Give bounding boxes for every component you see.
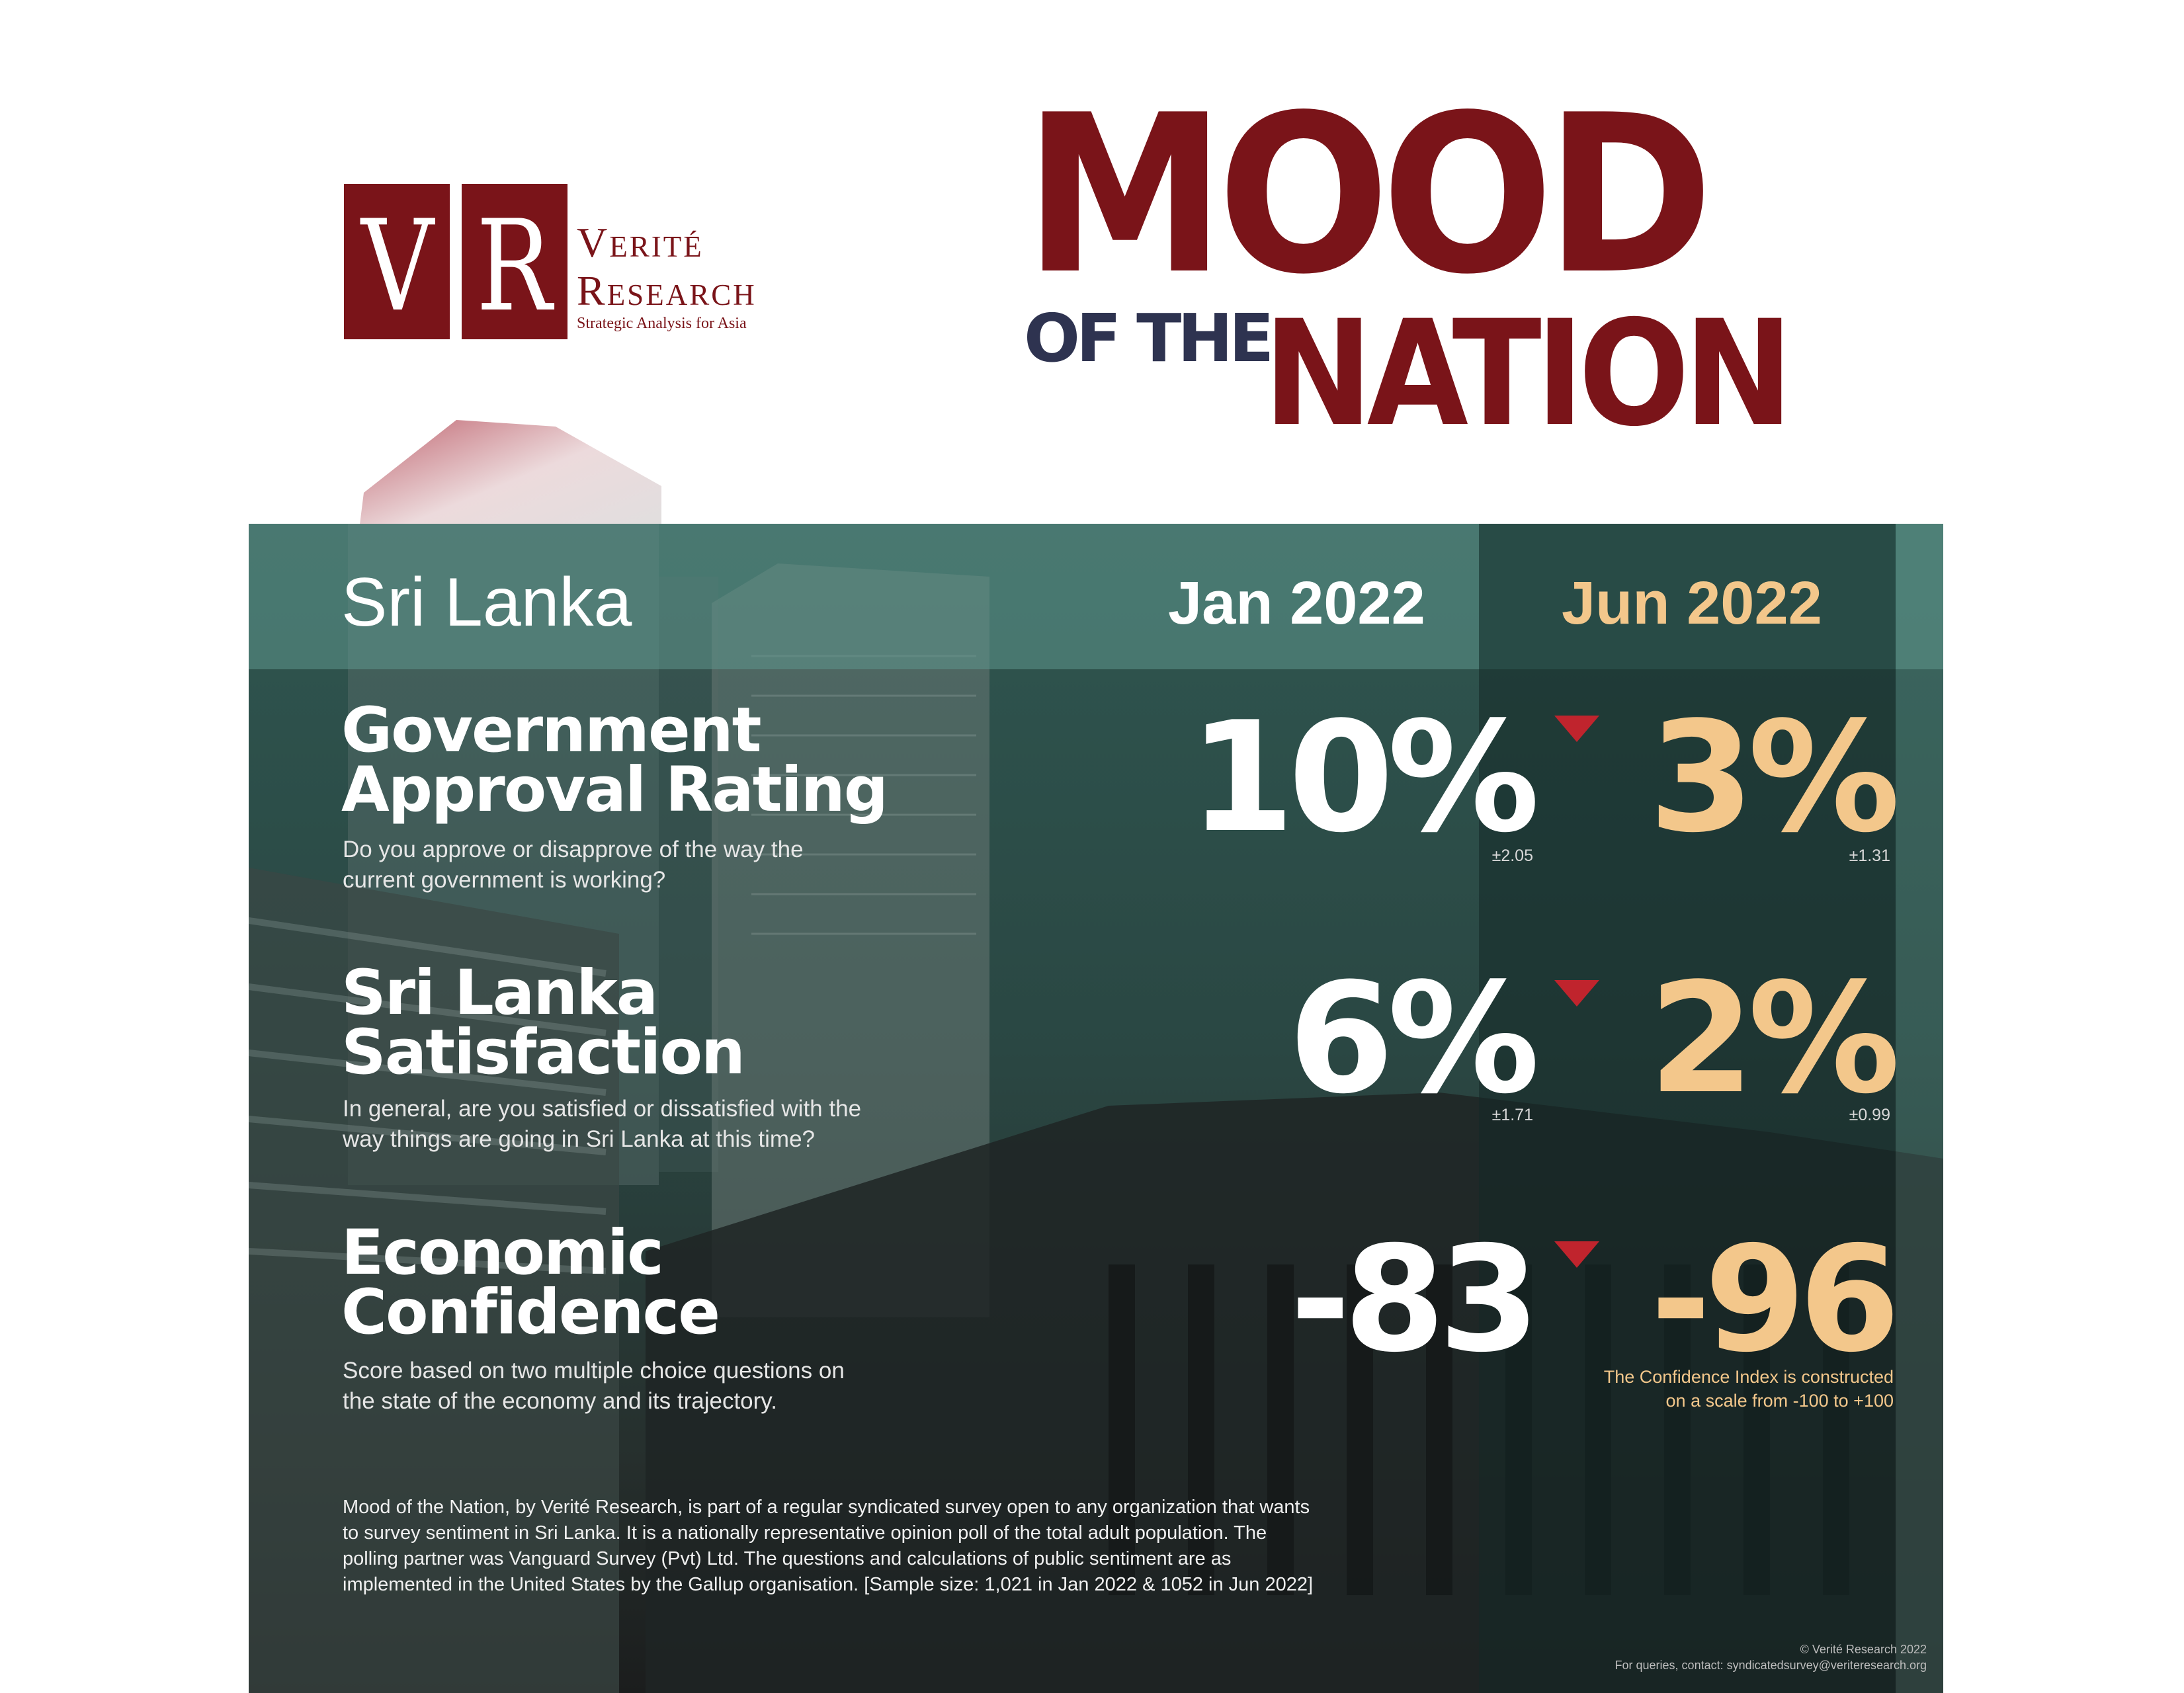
column-header-jan: Jan 2022 xyxy=(1168,569,1425,637)
jun-moe-satisfaction: ±0.99 xyxy=(1849,1106,1890,1124)
down-arrow-icon xyxy=(1554,716,1599,742)
jun-column-shade xyxy=(1479,524,1896,1693)
building-image-top xyxy=(357,420,661,546)
metric-question: Do you approve or disapprove of the way … xyxy=(343,837,804,893)
title-of-the: OF THE xyxy=(1024,300,1274,377)
metric-question: Score based on two multiple choice quest… xyxy=(343,1358,845,1414)
metric-title-line2: Confidence xyxy=(341,1276,720,1348)
logo-tagline: Strategic Analysis for Asia xyxy=(577,315,747,332)
metric-title-line1: Government xyxy=(341,694,762,766)
logo-monogram-r: R xyxy=(476,193,552,339)
jan-moe-satisfaction: ±1.71 xyxy=(1491,1106,1533,1124)
metric-title-line1: Sri Lanka xyxy=(341,957,658,1029)
jun-value-satisfaction: 2% xyxy=(1648,951,1900,1128)
title-mood: MOOD xyxy=(1024,68,1714,322)
confidence-index-note: The Confidence Index is constructed on a… xyxy=(1603,1367,1894,1411)
jan-value-satisfaction: 6% xyxy=(1288,951,1540,1128)
column-header-jun: Jun 2022 xyxy=(1562,569,1822,637)
mood-panel: Sri Lanka Jan 2022 Jun 2022 Government A… xyxy=(249,524,1943,1693)
logo-word-verite: Verité xyxy=(577,219,704,266)
title-nation: NATION xyxy=(1263,289,1793,458)
jun-moe-approval: ±1.31 xyxy=(1849,846,1890,865)
down-arrow-icon xyxy=(1554,980,1599,1007)
country-label: Sri Lanka xyxy=(341,564,632,641)
jan-value-economic: -83 xyxy=(1290,1215,1540,1384)
verite-research-logo: V R Verité Research Strategic Analysis f… xyxy=(344,184,820,343)
right-edge-strip xyxy=(1896,524,1943,1693)
logo-word-research: Research xyxy=(577,267,757,314)
metric-title-line2: Satisfaction xyxy=(341,1016,745,1089)
jan-moe-approval: ±2.05 xyxy=(1491,846,1533,865)
metric-title-line1: Economic xyxy=(341,1217,664,1289)
jun-column-header-bg xyxy=(1479,524,1896,669)
logo-box-r xyxy=(462,184,567,339)
metric-title-line2: Approval Rating xyxy=(341,754,888,826)
jan-value-approval: 10% xyxy=(1189,690,1540,866)
footnote: Mood of the Nation, by Verité Research, … xyxy=(343,1497,1314,1595)
jun-value-economic: -96 xyxy=(1650,1215,1900,1384)
copyright-contact: © Verité Research 2022 For queries, cont… xyxy=(1615,1643,1927,1672)
logo-monogram-v: V xyxy=(361,193,434,339)
jun-value-approval: 3% xyxy=(1648,690,1900,866)
down-arrow-icon xyxy=(1554,1241,1599,1268)
logo-box-v xyxy=(344,184,450,339)
metric-question: In general, are you satisfied or dissati… xyxy=(343,1096,862,1152)
